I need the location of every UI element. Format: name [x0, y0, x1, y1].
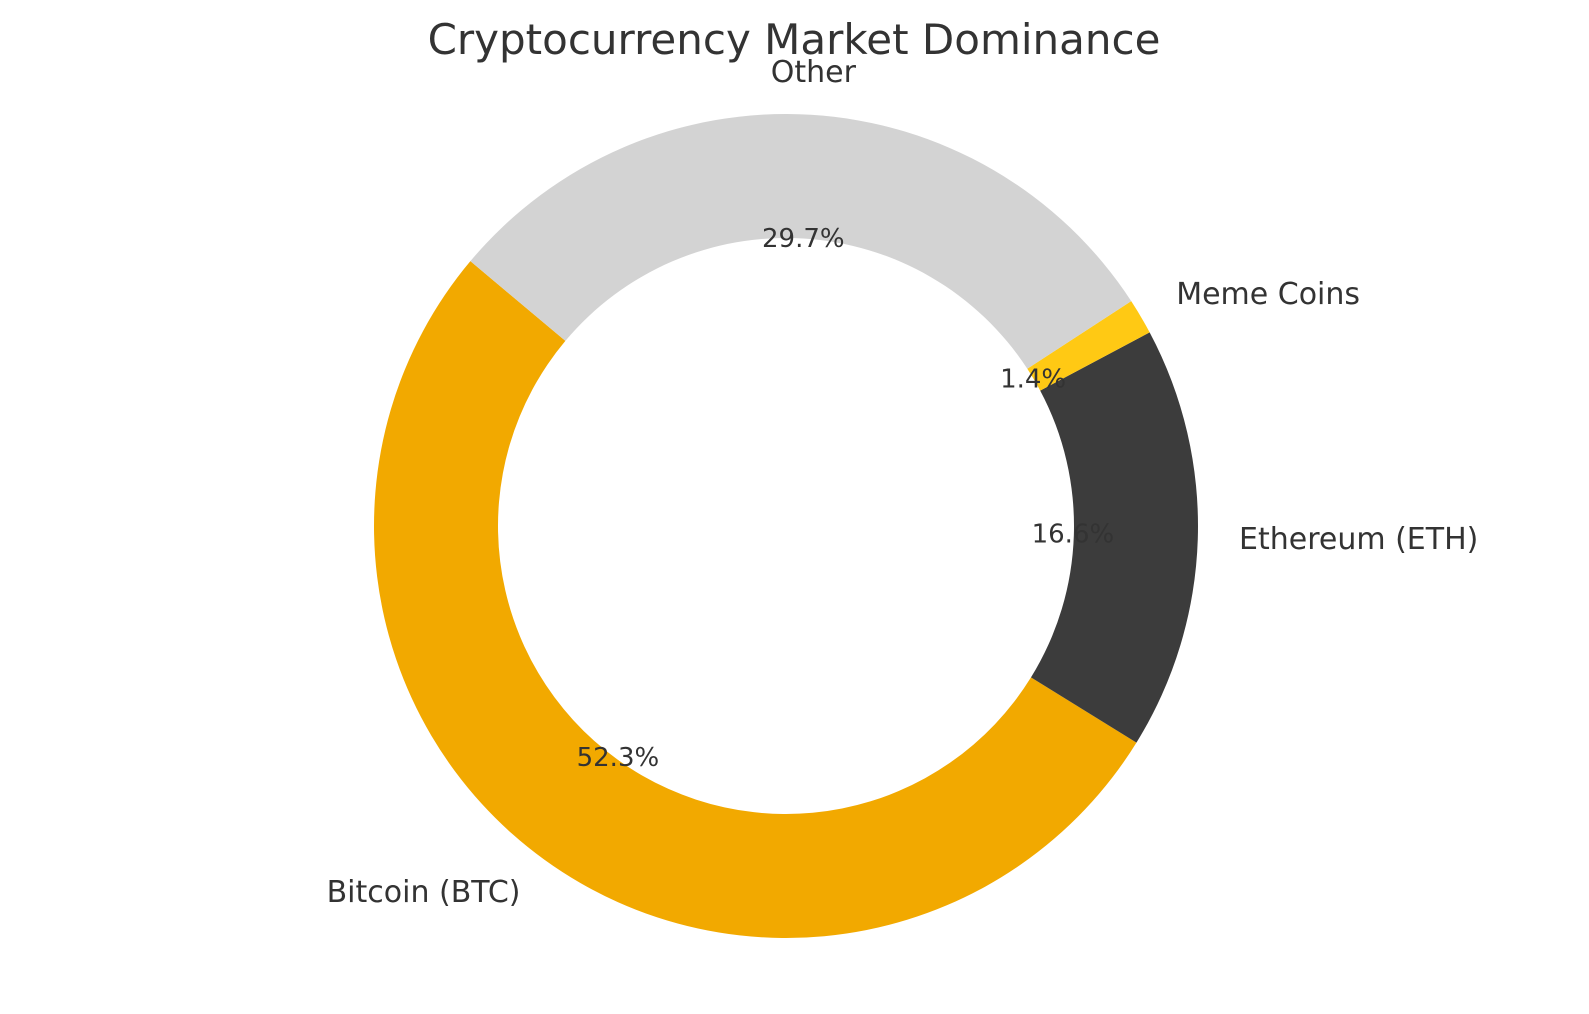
slice-meme-coins	[1027, 301, 1150, 391]
slice-ethereum-eth	[1030, 332, 1199, 743]
percent-label-meme-coins: 1.4%	[1000, 365, 1066, 395]
percent-label-bitcoin-btc: 52.3%	[577, 743, 660, 773]
slice-bitcoin-btc	[374, 261, 1137, 938]
percent-label-other: 29.7%	[762, 224, 845, 254]
labels-layer: Bitcoin (BTC) 52.3% Ethereum (ETH) 16.6% Mem…	[327, 55, 1479, 910]
slice-label-other: Other	[771, 55, 857, 90]
slice-label-bitcoin-btc: Bitcoin (BTC)	[327, 875, 521, 910]
slice-other	[470, 114, 1132, 369]
percent-label-ethereum-eth: 16.6%	[1032, 520, 1115, 550]
slice-label-ethereum-eth: Ethereum (ETH)	[1239, 522, 1478, 557]
chart-title: Cryptocurrency Market Dominance	[428, 15, 1161, 64]
slice-label-meme-coins: Meme Coins	[1176, 277, 1360, 312]
slices-layer	[374, 114, 1199, 938]
